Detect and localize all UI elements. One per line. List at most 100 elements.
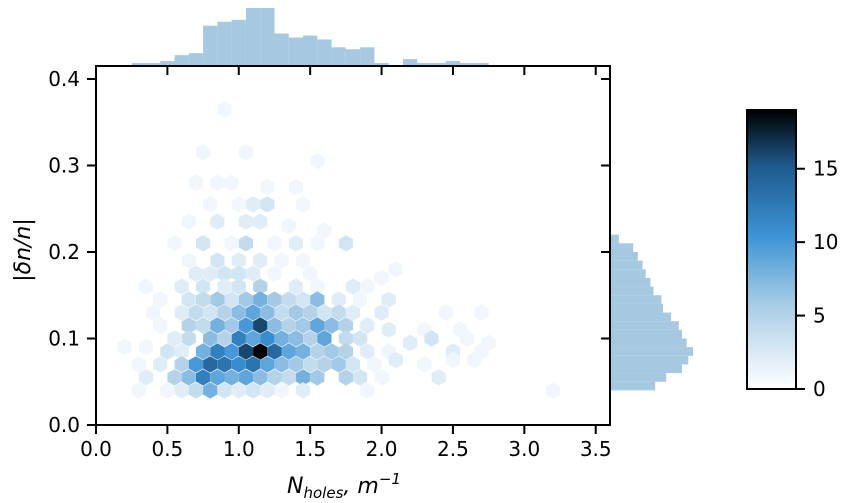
colorbar-ticks: 0 5 10 15 (796, 157, 838, 401)
hexbin-cell (288, 304, 303, 321)
hexbin-cell (303, 265, 318, 282)
hexbin-cell (467, 351, 482, 369)
hexbin-cell (174, 356, 189, 373)
hexbin-cell (246, 196, 261, 213)
hexbin-cell (160, 382, 175, 399)
marginal-x-bar (374, 63, 389, 65)
hexbin-cell (153, 291, 168, 308)
hexbin-cell (231, 278, 246, 295)
hexbin-cell (196, 291, 211, 308)
hexbin-cell (210, 343, 225, 360)
hexbin-cell (281, 217, 296, 235)
colorbar (746, 109, 797, 390)
hexbin-cell (224, 235, 239, 252)
y-tick-label: 0.4 (48, 67, 80, 91)
hexbin-cell (345, 304, 361, 321)
plot-frame (95, 65, 611, 426)
hexbin-cell (403, 334, 418, 351)
hexbin-cell (253, 291, 268, 308)
hexbin-cell (338, 317, 353, 334)
hexbin-cell (374, 304, 389, 321)
hexbin-cell (274, 330, 289, 347)
hexbin-cell (260, 382, 275, 399)
hexbin-cell (445, 351, 460, 369)
hexbin-cell (167, 330, 182, 347)
hexbin-cell (310, 343, 325, 360)
marginal-y-bar (611, 329, 682, 339)
hexbin-cell (295, 382, 311, 399)
hexbin-cell (288, 235, 303, 252)
hexbin-cell (174, 304, 189, 321)
hexbin-cell (288, 278, 303, 295)
marginal-x-bar (288, 37, 304, 65)
hexbin-cell (210, 252, 225, 269)
marginal-y-bar (611, 243, 634, 252)
marginal-x-bar (274, 33, 289, 65)
hexbin-cell (310, 369, 325, 386)
marginal-x-bar (417, 63, 432, 65)
hexbin-cell (188, 265, 203, 282)
hexbin-cell (224, 317, 239, 334)
hexbin-cell (138, 369, 154, 386)
x-tick-label: 2.0 (366, 437, 398, 461)
hexbin-cell (295, 343, 311, 360)
x-axis-title: Nholes, m−1 (287, 470, 401, 502)
hexbin-cell (160, 343, 175, 360)
colorbar-tick-label: 0 (813, 377, 826, 401)
marginal-y-histogram (611, 234, 693, 391)
hexbin-cell (367, 356, 382, 373)
hexbin-cell (196, 235, 211, 252)
hexbin-cell (203, 265, 218, 282)
hexbin-cell (246, 330, 261, 347)
marginal-x-bar (188, 53, 204, 65)
hexbin-cell (360, 317, 375, 334)
hexbin-cell (217, 304, 232, 321)
hexbin-cell (196, 343, 211, 360)
hexbin-cell (131, 382, 146, 399)
hexbin-cell (260, 330, 275, 347)
marginal-y-bar (611, 277, 651, 287)
hexbin-cell (331, 304, 346, 321)
hexbin-cell (246, 304, 261, 321)
hexbin-cell (260, 178, 275, 196)
marginal-y-bar (611, 321, 679, 330)
hexbin-cell (174, 382, 189, 399)
hexbin-cell (203, 330, 218, 347)
hexbin-cell (217, 101, 232, 118)
marginal-y-bar (611, 347, 693, 356)
x-tick-label: 1.5 (294, 437, 326, 461)
marginal-x-bar (260, 8, 275, 65)
hexbin-cell (303, 356, 318, 373)
hexbin-cell (231, 265, 246, 282)
hexbin-cell (231, 252, 246, 269)
hexbin-cell (217, 382, 232, 399)
hexbin-cell (310, 291, 325, 308)
marginal-y-bar (611, 234, 619, 244)
hexbin-cell (146, 304, 161, 321)
hexbin-cell (253, 252, 268, 269)
marginal-y-bar (611, 251, 638, 261)
hexbin-cell (231, 196, 246, 213)
hexbin-cell (238, 144, 253, 161)
hexbin-cell (288, 356, 303, 373)
hexbin-cell (274, 356, 289, 373)
hexbin-cell (317, 356, 332, 373)
marginal-x-bar (303, 35, 318, 65)
hexbin-cell (310, 317, 325, 334)
hexbin-cell (381, 321, 396, 338)
hexbin-cell (317, 222, 332, 239)
marginal-y-bar (611, 295, 662, 304)
colorbar-tick-label: 15 (813, 157, 838, 181)
hexbin-cell (338, 369, 353, 386)
x-tick-label: 0.5 (151, 437, 183, 461)
hexbin-cell (210, 317, 225, 334)
hexbin-cell (310, 153, 325, 170)
hexbin-cell (295, 291, 311, 308)
hexbin-cell (188, 356, 203, 373)
marginal-y-bar (611, 338, 687, 348)
hexbin-cell (267, 369, 282, 386)
hexbin-cell (238, 235, 253, 252)
hexbin-cell (253, 343, 268, 360)
hexbin-cell (217, 330, 232, 347)
hexbin-cell (281, 317, 296, 334)
